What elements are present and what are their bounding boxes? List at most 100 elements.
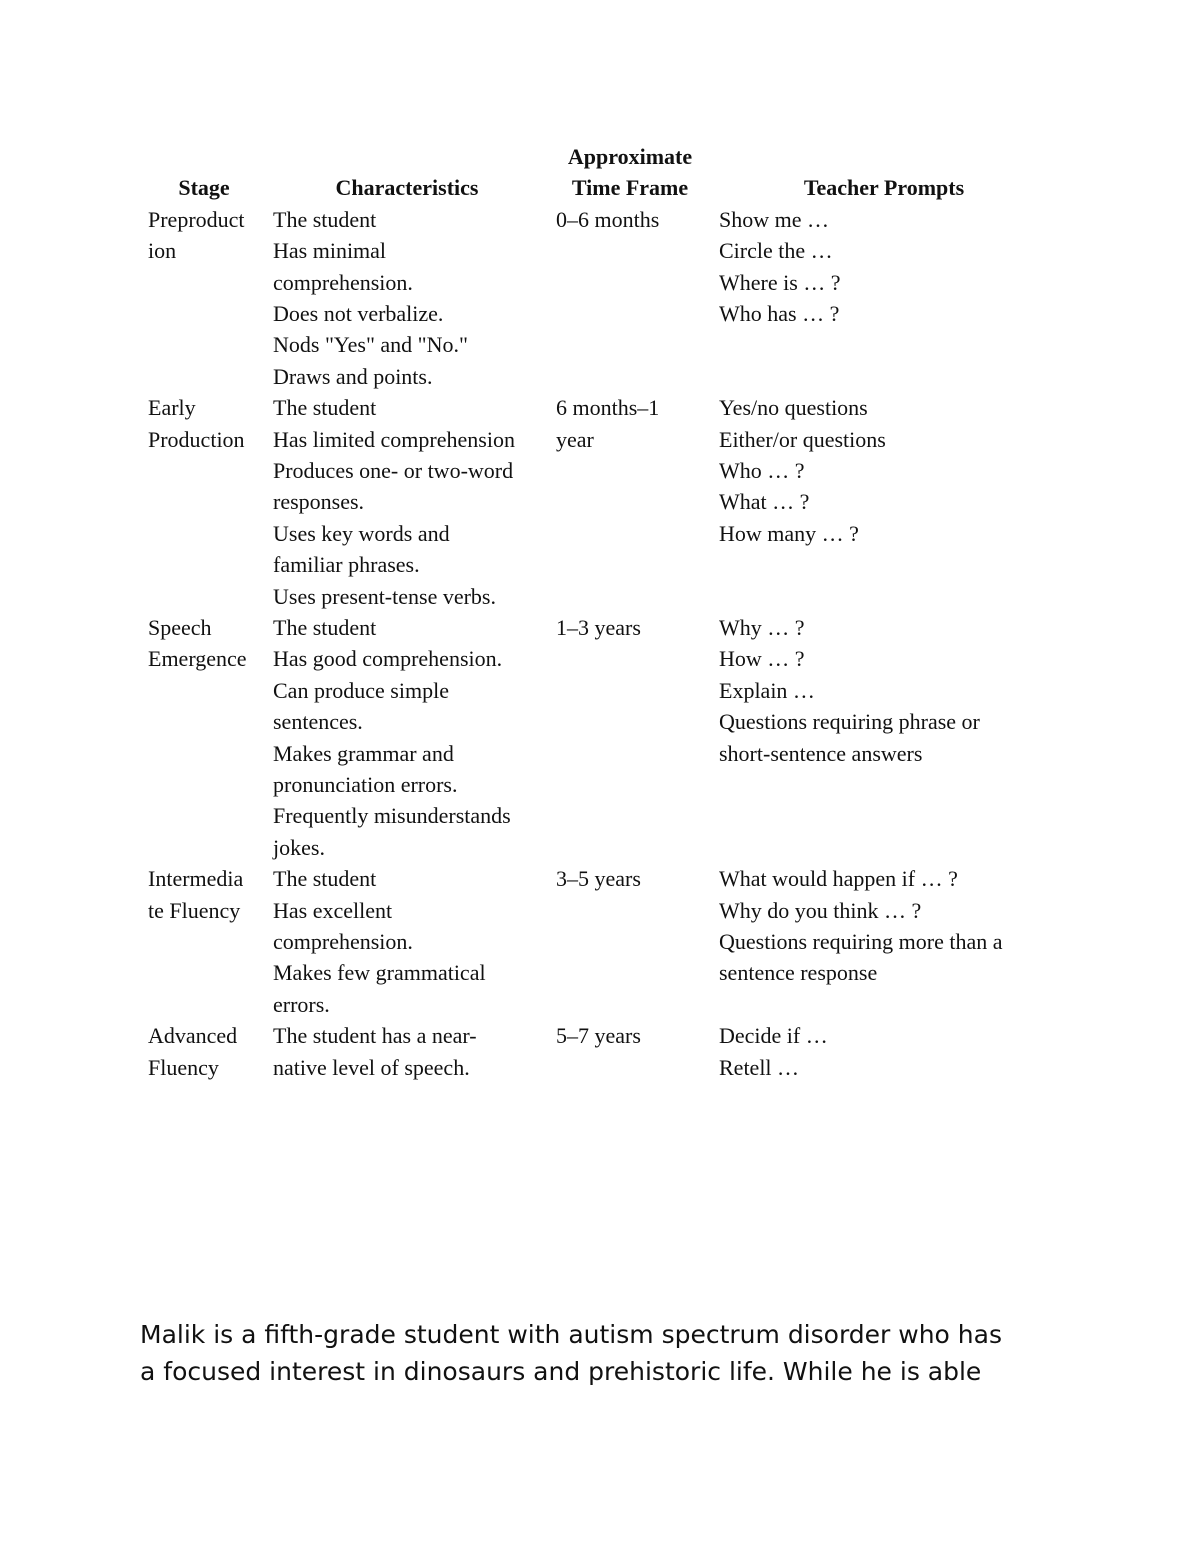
stage-cell: Preproduct ion [148, 204, 245, 267]
cell-line: Uses key words and [273, 520, 450, 546]
teacher-prompts-cell: Why … ? How … ? Explain … Questions requiri… [719, 612, 980, 769]
cell-line: Explain … [719, 677, 815, 703]
cell-line: Has good comprehension. [273, 646, 503, 672]
teacher-prompts-cell: What would happen if … ? Why do you think… [719, 863, 1003, 989]
header-time-frame-line1: Approximate [567, 144, 693, 169]
characteristics-cell: The student Has limited comprehension Prod… [273, 392, 515, 612]
cell-line: responses. [273, 489, 365, 515]
cell-line: Production [148, 426, 245, 452]
cell-line: Early [148, 395, 196, 421]
cell-line: Speech [148, 614, 212, 640]
time-frame-cell: 5–7 years [556, 1020, 641, 1051]
cell-line: 1–3 years [556, 614, 641, 640]
cell-line: How … ? [719, 646, 805, 672]
table-header: Stage Characteristics Approximate Time F… [0, 141, 1200, 204]
stage-cell: Advanced Fluency [148, 1020, 237, 1083]
time-frame-cell: 6 months–1 year [556, 392, 659, 455]
cell-line: The student [273, 614, 377, 640]
cell-line: comprehension. [273, 269, 413, 295]
language-stages-table: Stage Characteristics Approximate Time F… [0, 141, 1200, 1083]
table-body: Preproduct ion The student Has minimal compr… [0, 204, 1200, 1083]
cell-line: native level of speech. [273, 1054, 470, 1080]
cell-line: 0–6 months [556, 206, 660, 232]
time-frame-cell: 3–5 years [556, 863, 641, 894]
teacher-prompts-cell: Show me … Circle the … Where is … ? Who has… [719, 204, 841, 330]
header-teacher-prompts: Teacher Prompts [803, 175, 965, 201]
cell-line: Advanced [148, 1023, 238, 1049]
header-stage: Stage [178, 175, 230, 201]
characteristics-cell: The student has a near-native level of s… [273, 1020, 477, 1083]
cell-line: The student [273, 866, 377, 892]
cell-line: Can produce simple [273, 677, 449, 703]
characteristics-cell: The student Has excellent comprehension. Ma… [273, 863, 486, 1020]
cell-line: What would happen if … ? [719, 866, 958, 892]
cell-line: Show me … [719, 206, 829, 232]
cell-line: ion [148, 238, 177, 264]
table-row: Intermedia te Fluency The student Has excel… [0, 863, 1200, 1020]
cell-line: What … ? [719, 489, 810, 515]
cell-line: Why … ? [719, 614, 805, 640]
cell-line: Questions requiring phrase or [719, 709, 980, 735]
paragraph-line: Malik is a fifth-grade student with auti… [140, 1320, 1002, 1349]
cell-line: 6 months–1 [556, 395, 660, 421]
cell-line: Draws and points. [273, 363, 433, 389]
table-row: Preproduct ion The student Has minimal compr… [0, 204, 1200, 392]
cell-line: familiar phrases. [273, 552, 420, 578]
cell-line: Why do you think … ? [719, 897, 922, 923]
table-row: Speech Emergence The student Has good compr… [0, 612, 1200, 863]
cell-line: Where is … ? [719, 269, 841, 295]
cell-line: The student has a near- [273, 1023, 477, 1049]
cell-line: Retell … [719, 1054, 800, 1080]
cell-line: How many … ? [719, 520, 859, 546]
cell-line: sentence response [719, 960, 878, 986]
cell-line: Preproduct [148, 206, 245, 232]
stage-cell: Speech Emergence [148, 612, 247, 675]
cell-line: Does not verbalize. [273, 300, 444, 326]
cell-line: Decide if … [719, 1023, 828, 1049]
cell-line: Fluency [148, 1054, 219, 1080]
cell-line: The student [273, 206, 377, 232]
table-row: Early Production The student Has limited co… [0, 392, 1200, 612]
cell-line: Makes grammar and [273, 740, 454, 766]
teacher-prompts-cell: Decide if … Retell … [719, 1020, 828, 1083]
cell-line: The student [273, 395, 377, 421]
cell-line: Yes/no questions [719, 395, 868, 421]
cell-line: Uses present-tense verbs. [273, 583, 496, 609]
header-time-frame-line2: Time Frame [571, 175, 689, 201]
paragraph-line: a focused interest in dinosaurs and preh… [140, 1357, 982, 1386]
header-characteristics: Characteristics [335, 175, 479, 201]
cell-line: sentences. [273, 709, 363, 735]
cell-line: short-sentence answers [719, 740, 923, 766]
cell-line: Nods "Yes" and "No." [273, 332, 469, 358]
cell-line: Makes few grammatical [273, 960, 486, 986]
cell-line: Emergence [148, 646, 247, 672]
cell-line: Either/or questions [719, 426, 886, 452]
stage-cell: Intermedia te Fluency [148, 863, 243, 926]
cell-line: year [556, 426, 594, 452]
cell-line: 5–7 years [556, 1023, 641, 1049]
table-row: Advanced Fluency The student has a near-na… [0, 1020, 1200, 1083]
cell-line: pronunciation errors. [273, 771, 458, 797]
characteristics-cell: The student Has minimal comprehension. Does… [273, 204, 468, 392]
teacher-prompts-cell: Yes/no questions Either/or questions Who …… [719, 392, 886, 549]
time-frame-cell: 1–3 years [556, 612, 641, 643]
cell-line: Who has … ? [719, 300, 840, 326]
stage-cell: Early Production [148, 392, 245, 455]
time-frame-cell: 0–6 months [556, 204, 659, 235]
cell-line: comprehension. [273, 928, 413, 954]
cell-line: Has limited comprehension [273, 426, 515, 452]
cell-line: Questions requiring more than a [719, 928, 1003, 954]
cell-line: Frequently misunderstands [273, 803, 511, 829]
body-paragraph: Malik is a fifth-grade student with auti… [140, 1316, 1100, 1390]
cell-line: te Fluency [148, 897, 241, 923]
cell-line: jokes. [273, 834, 325, 860]
cell-line: Who … ? [719, 457, 805, 483]
cell-line: Has excellent [273, 897, 393, 923]
cell-line: Has minimal [273, 238, 387, 264]
characteristics-cell: The student Has good comprehension. Can pr… [273, 612, 511, 863]
cell-line: errors. [273, 991, 330, 1017]
cell-line: Produces one- or two-word [273, 457, 514, 483]
cell-line: 3–5 years [556, 866, 641, 892]
cell-line: Intermedia [148, 866, 244, 892]
cell-line: Circle the … [719, 238, 833, 264]
